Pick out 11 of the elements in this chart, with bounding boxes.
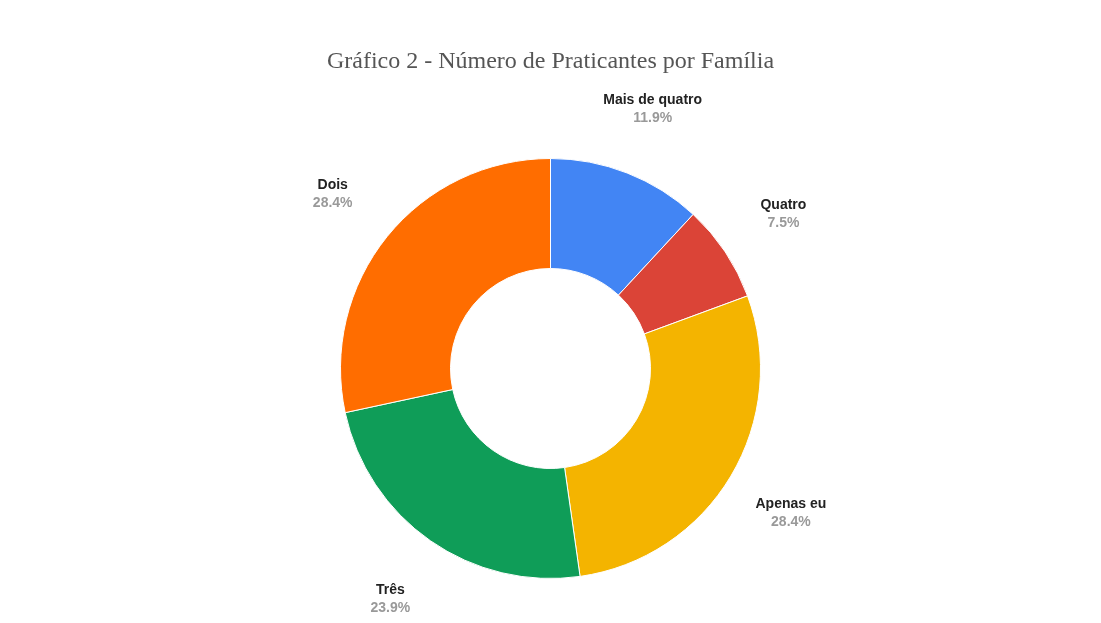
chart-title: Gráfico 2 - Número de Praticantes por Família xyxy=(326,46,775,73)
data-label: 28.4% xyxy=(771,513,812,530)
data-label: 11.9% xyxy=(633,108,673,125)
slice-label: Mais de quatro xyxy=(603,90,703,107)
data-label: 23.9% xyxy=(370,599,411,616)
data-label: 28.4% xyxy=(312,193,354,210)
slice-label: Quatro xyxy=(760,196,807,213)
data-label: 7.5% xyxy=(767,214,800,231)
slice-label: Apenas eu xyxy=(755,495,827,512)
slice-label: Dois xyxy=(317,175,349,192)
slice-label: Três xyxy=(375,581,405,598)
